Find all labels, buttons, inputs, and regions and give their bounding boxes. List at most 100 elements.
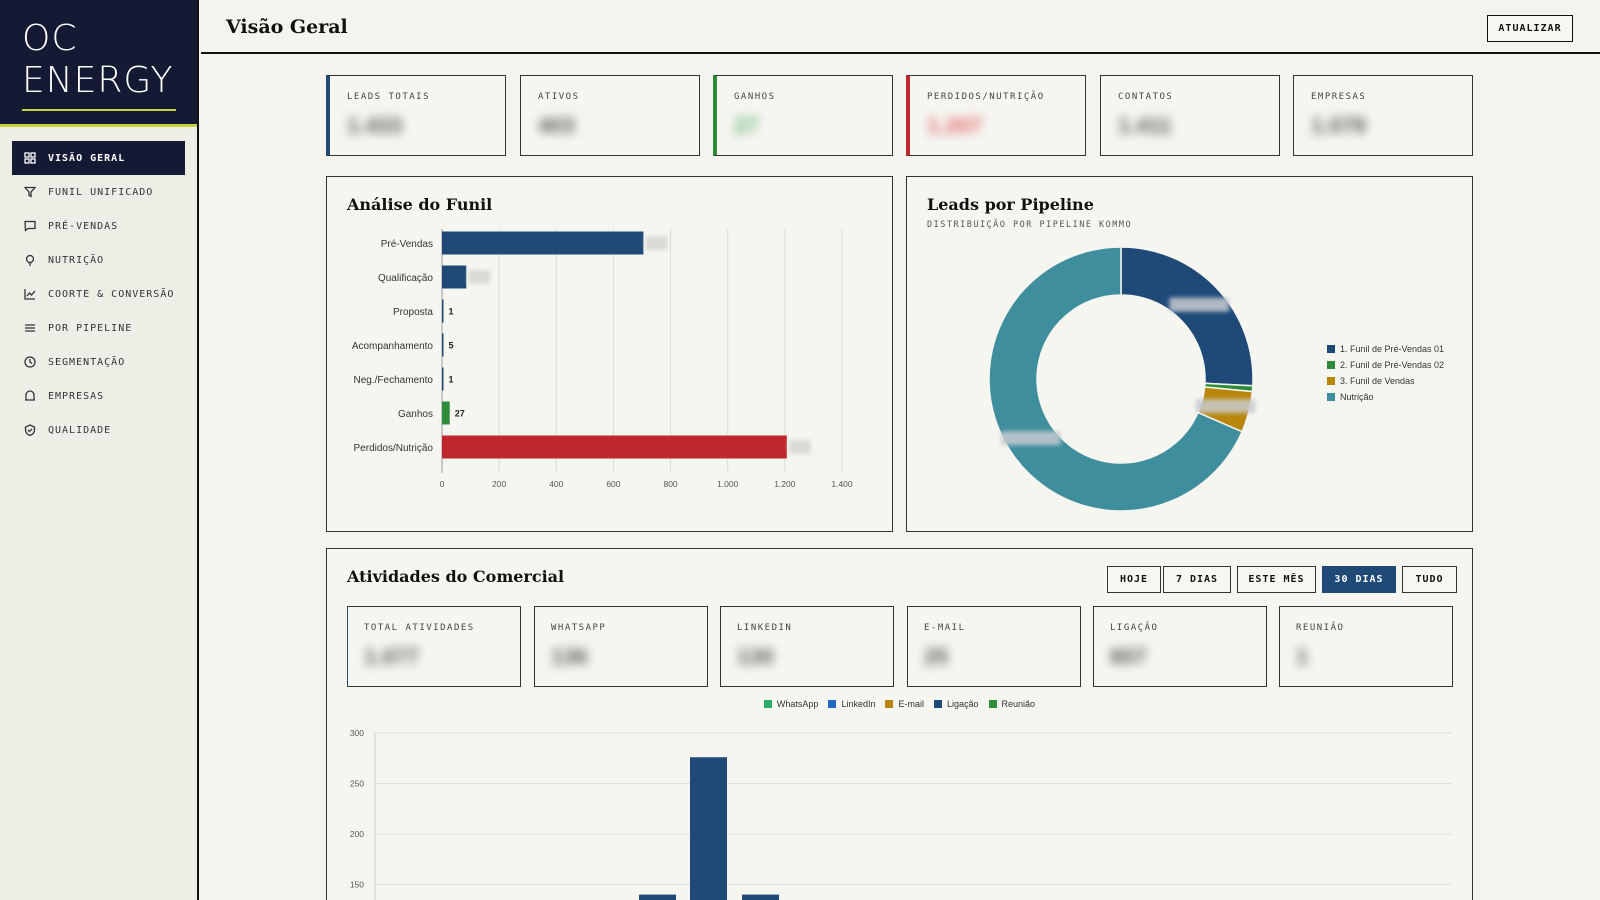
activity-value: 25 — [924, 644, 949, 669]
shield-icon — [24, 424, 36, 436]
pipeline-panel: Leads por Pipeline DISTRIBUIÇÃO POR PIPE… — [906, 176, 1473, 532]
funnel-bar — [442, 231, 644, 255]
activities-chart: 300 250 200 150 — [350, 728, 1452, 900]
page-header: Visão Geral ATUALIZAR — [201, 0, 1600, 54]
funnel-bar — [442, 299, 444, 323]
y-tick-label: 150 — [350, 880, 364, 890]
activity-label: LIGAÇÃO — [1110, 623, 1159, 633]
x-tick-label: 600 — [606, 479, 620, 489]
clock-icon — [24, 356, 36, 368]
legend-swatch — [1327, 393, 1335, 401]
stat-card: LEADS TOTAIS 1.433 — [326, 75, 506, 156]
filter-30-dias-button[interactable]: 30 DIAS — [1322, 566, 1396, 593]
filter-este-mes-button[interactable]: ESTE MÊS — [1237, 566, 1316, 593]
bar-value-label: 1 — [449, 375, 454, 385]
bar-value-label: 27 — [455, 409, 465, 419]
sidebar-item-por-pipeline[interactable]: POR PIPELINE — [12, 311, 185, 345]
sidebar-item-visao-geral[interactable]: VISÃO GERAL — [12, 141, 185, 175]
sidebar-item-funil-unificado[interactable]: FUNIL UNIFICADO — [12, 175, 185, 209]
activity-value: 1.077 — [364, 644, 420, 669]
activities-panel: Atividades do Comercial HOJE 7 DIAS ESTE M… — [326, 548, 1473, 900]
stat-value: 1.411 — [1118, 113, 1172, 138]
bar-value-label: 1 — [449, 307, 454, 317]
grid-icon — [24, 152, 36, 164]
sidebar-item-segmentacao[interactable]: SEGMENTAÇÃO — [12, 345, 185, 379]
legend-item: Ligação — [934, 699, 979, 709]
sidebar-item-label: PRÉ-VENDAS — [48, 220, 119, 232]
refresh-button[interactable]: ATUALIZAR — [1487, 15, 1573, 42]
activities-legend: WhatsApp LinkedIn E-mail Ligação Reunião — [327, 699, 1472, 715]
bar-value-redacted — [468, 270, 491, 284]
donut-slice — [1120, 246, 1254, 387]
stat-label: EMPRESAS — [1311, 92, 1367, 102]
sidebar-nav: VISÃO GERAL FUNIL UNIFICADO PRÉ-VENDAS NUTR… — [0, 127, 197, 447]
page-title: Visão Geral — [226, 16, 348, 38]
legend-label: 1. Funil de Pré-Vendas 01 — [1340, 344, 1445, 354]
category-label: Perdidos/Nutrição — [354, 443, 434, 454]
filter-icon — [24, 186, 36, 198]
bar-value-redacted — [788, 440, 811, 454]
legend-swatch — [1327, 377, 1335, 385]
sidebar-item-label: FUNIL UNIFICADO — [48, 186, 154, 198]
legend-label: WhatsApp — [776, 699, 819, 709]
funnel-bar — [442, 435, 787, 459]
trend-icon — [24, 289, 36, 300]
bulb-icon — [25, 254, 35, 266]
activity-card: E-MAIL 25 — [907, 606, 1081, 687]
brand-logo: OC ENERGY — [0, 0, 197, 127]
y-tick-label: 300 — [350, 728, 364, 738]
legend-swatch — [885, 700, 894, 708]
legend-item: LinkedIn — [828, 699, 875, 709]
stat-label: LEADS TOTAIS — [347, 92, 431, 102]
stat-card: GANHOS 27 — [713, 75, 893, 156]
stat-card: CONTATOS 1.411 — [1100, 75, 1280, 156]
brand-line-2: ENERGY — [22, 60, 174, 101]
funnel-bar — [442, 401, 450, 425]
stat-value: 1.433 — [347, 113, 403, 138]
filter-hoje-button[interactable]: HOJE — [1107, 566, 1161, 593]
activity-value: 807 — [1110, 644, 1147, 669]
x-tick-label: 1.200 — [774, 479, 796, 489]
stat-value: 1.078 — [1311, 113, 1367, 138]
bar-segment-ligacao — [690, 757, 727, 900]
category-label: Acompanhamento — [352, 341, 434, 352]
y-tick-label: 250 — [350, 779, 364, 789]
brand-line-1: OC — [22, 18, 78, 59]
stat-card: EMPRESAS 1.078 — [1293, 75, 1473, 156]
sidebar-item-coorte-conversao[interactable]: COORTE & CONVERSÃO — [12, 277, 185, 311]
filter-7-dias-button[interactable]: 7 DIAS — [1163, 566, 1231, 593]
sidebar-item-label: COORTE & CONVERSÃO — [48, 288, 175, 300]
legend-item: WhatsApp — [763, 699, 819, 709]
funnel-bar — [442, 265, 467, 289]
activity-label: REUNIÃO — [1296, 623, 1345, 633]
x-tick-label: 1.400 — [831, 479, 853, 489]
legend-item: E-mail — [885, 699, 924, 709]
legend-label: Ligação — [947, 699, 979, 709]
legend-swatch — [934, 700, 942, 708]
stat-label: CONTATOS — [1118, 92, 1174, 102]
sidebar-item-empresas[interactable]: EMPRESAS — [12, 379, 185, 413]
y-tick-label: 200 — [350, 829, 364, 839]
activity-card: LIGAÇÃO 807 — [1093, 606, 1267, 687]
legend-label: Reunião — [1001, 699, 1036, 709]
sidebar-item-label: NUTRIÇÃO — [48, 254, 105, 266]
stat-label: PERDIDOS/NUTRIÇÃO — [927, 92, 1045, 102]
stat-label: ATIVOS — [538, 92, 580, 102]
activity-label: TOTAL ATIVIDADES — [364, 623, 475, 633]
pipeline-legend: 1. Funil de Pré-Vendas 01 2. Funil de Pré… — [1327, 344, 1444, 408]
sidebar-item-label: POR PIPELINE — [48, 322, 133, 334]
sidebar-item-label: SEGMENTAÇÃO — [48, 356, 126, 368]
category-label: Neg./Fechamento — [354, 375, 434, 386]
sidebar-item-nutricao[interactable]: NUTRIÇÃO — [12, 243, 185, 277]
activity-value: 130 — [737, 644, 774, 669]
legend-label: E-mail — [898, 699, 924, 709]
sidebar-item-pre-vendas[interactable]: PRÉ-VENDAS — [12, 209, 185, 243]
x-tick-label: 0 — [440, 479, 445, 489]
bar-segment-ligacao — [639, 894, 676, 900]
category-label: Proposta — [393, 307, 433, 318]
activity-value: 1 — [1296, 644, 1309, 669]
sidebar-item-label: VISÃO GERAL — [48, 152, 126, 164]
sidebar-item-qualidade[interactable]: QUALIDADE — [12, 413, 185, 447]
filter-tudo-button[interactable]: TUDO — [1402, 566, 1457, 593]
legend-swatch — [763, 700, 772, 708]
